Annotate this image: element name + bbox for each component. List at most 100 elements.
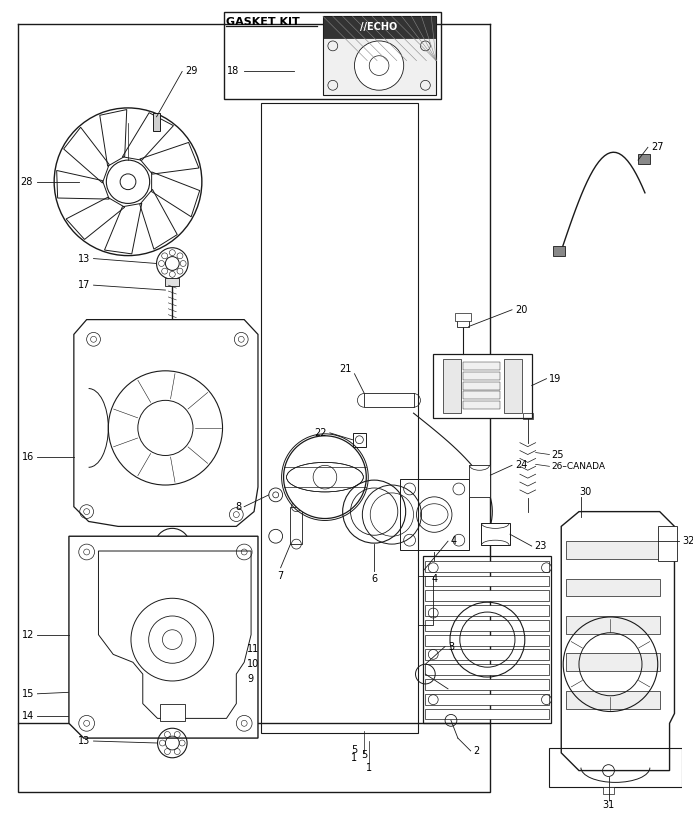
Text: 5: 5 xyxy=(361,750,367,760)
Text: 13: 13 xyxy=(78,253,91,263)
Bar xyxy=(261,103,419,734)
Bar xyxy=(187,653,209,661)
Text: 9: 9 xyxy=(247,674,253,684)
Bar xyxy=(426,679,550,689)
Bar xyxy=(426,606,550,616)
Polygon shape xyxy=(74,319,258,526)
Bar xyxy=(365,394,414,408)
Text: 4: 4 xyxy=(431,574,437,584)
Text: GASKET KIT: GASKET KIT xyxy=(227,17,300,27)
Bar xyxy=(94,707,101,726)
Text: 7: 7 xyxy=(277,570,283,580)
Bar xyxy=(566,616,660,634)
Bar xyxy=(426,694,550,705)
Bar xyxy=(161,544,184,603)
Text: //ECHO: //ECHO xyxy=(360,22,398,32)
Bar xyxy=(480,523,510,545)
Text: 12: 12 xyxy=(22,630,35,640)
Bar xyxy=(426,635,550,645)
Bar xyxy=(187,682,205,689)
Bar xyxy=(468,465,491,497)
Bar xyxy=(168,696,177,724)
Text: 25: 25 xyxy=(552,450,564,460)
Bar xyxy=(523,413,533,419)
Circle shape xyxy=(355,41,404,90)
Bar xyxy=(18,724,491,792)
Bar xyxy=(504,359,522,413)
Bar xyxy=(323,16,436,95)
Text: 31: 31 xyxy=(602,800,615,810)
Text: 1: 1 xyxy=(366,763,372,773)
Text: 4: 4 xyxy=(451,536,457,546)
Circle shape xyxy=(283,436,367,518)
Bar xyxy=(353,433,367,447)
Text: 8: 8 xyxy=(235,502,241,512)
Text: 28: 28 xyxy=(20,177,33,187)
Bar xyxy=(164,674,180,703)
Bar xyxy=(426,650,550,660)
Text: 13: 13 xyxy=(78,736,91,746)
Text: 27: 27 xyxy=(651,143,663,152)
Bar xyxy=(455,313,471,320)
Bar xyxy=(566,541,660,559)
Text: 2: 2 xyxy=(473,746,480,756)
Bar xyxy=(225,12,441,99)
Bar xyxy=(152,112,161,130)
Bar xyxy=(159,703,185,721)
Bar xyxy=(426,575,550,587)
Bar xyxy=(463,362,500,370)
Bar xyxy=(187,672,205,680)
Bar xyxy=(463,381,500,390)
Text: 5: 5 xyxy=(351,745,358,755)
Bar xyxy=(554,246,565,256)
Text: 6: 6 xyxy=(371,574,377,584)
Bar xyxy=(566,579,660,597)
Bar xyxy=(426,590,550,601)
Polygon shape xyxy=(143,566,162,615)
Polygon shape xyxy=(98,551,251,718)
Bar xyxy=(423,556,552,724)
Bar xyxy=(426,664,550,675)
Polygon shape xyxy=(561,512,674,770)
Bar xyxy=(419,575,433,625)
Text: 16: 16 xyxy=(22,452,35,462)
Text: 18: 18 xyxy=(227,67,239,77)
Text: 24: 24 xyxy=(515,460,527,470)
Text: 1: 1 xyxy=(351,753,358,763)
Bar xyxy=(463,401,500,409)
Bar xyxy=(443,359,461,413)
Text: 17: 17 xyxy=(78,280,91,290)
Bar xyxy=(187,663,209,671)
Text: 14: 14 xyxy=(22,711,35,721)
Text: 29: 29 xyxy=(185,67,198,77)
Text: 21: 21 xyxy=(339,363,351,374)
Bar xyxy=(433,354,532,418)
Text: 30: 30 xyxy=(580,487,592,497)
Bar xyxy=(463,372,500,380)
Polygon shape xyxy=(182,575,202,625)
Bar xyxy=(400,479,468,550)
Polygon shape xyxy=(69,536,258,738)
Bar xyxy=(463,391,500,399)
Text: 10: 10 xyxy=(247,659,259,669)
Bar xyxy=(603,787,615,794)
Bar xyxy=(426,561,550,571)
Bar xyxy=(323,16,436,38)
Bar xyxy=(658,526,678,561)
Bar xyxy=(290,507,302,544)
Bar xyxy=(566,654,660,671)
Bar xyxy=(457,319,468,327)
Text: 11: 11 xyxy=(247,645,259,654)
Bar xyxy=(162,615,182,674)
Bar xyxy=(566,691,660,708)
Bar xyxy=(166,278,179,286)
Text: 15: 15 xyxy=(22,689,35,698)
Bar xyxy=(426,620,550,631)
Text: 20: 20 xyxy=(515,305,527,315)
Text: 23: 23 xyxy=(535,541,547,551)
Text: 22: 22 xyxy=(315,428,327,438)
Text: 26–CANADA: 26–CANADA xyxy=(552,462,606,471)
Text: 32: 32 xyxy=(683,536,693,546)
Bar xyxy=(550,748,683,787)
Text: 19: 19 xyxy=(550,374,562,384)
